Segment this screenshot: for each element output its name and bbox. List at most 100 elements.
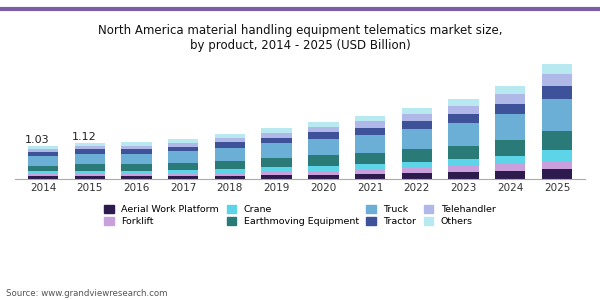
Bar: [28, 172, 58, 174]
Bar: [542, 150, 572, 161]
Bar: [28, 176, 58, 178]
Bar: [355, 116, 385, 122]
Bar: [121, 171, 152, 174]
Bar: [262, 138, 292, 143]
Bar: [448, 99, 479, 106]
Bar: [121, 154, 152, 164]
Bar: [74, 146, 105, 149]
Bar: [448, 146, 479, 159]
Bar: [448, 123, 479, 146]
Bar: [74, 149, 105, 154]
Bar: [308, 122, 338, 127]
Bar: [308, 155, 338, 166]
Legend: Aerial Work Platform, Forklift, Crane, Earthmoving Equipment, Truck, Tractor, Te: Aerial Work Platform, Forklift, Crane, E…: [104, 205, 496, 226]
Bar: [74, 174, 105, 176]
Bar: [401, 168, 432, 173]
Bar: [121, 164, 152, 171]
Bar: [401, 162, 432, 168]
Bar: [495, 164, 526, 171]
Bar: [308, 171, 338, 175]
Bar: [401, 129, 432, 149]
Bar: [355, 128, 385, 135]
Title: North America material handling equipment telematics market size,
by product, 20: North America material handling equipmen…: [98, 24, 502, 52]
Bar: [168, 163, 199, 170]
Bar: [215, 134, 245, 138]
Bar: [542, 86, 572, 99]
Bar: [262, 172, 292, 175]
Bar: [495, 114, 526, 140]
Bar: [262, 128, 292, 133]
Bar: [168, 176, 199, 178]
Bar: [74, 164, 105, 170]
Bar: [495, 94, 526, 104]
Bar: [121, 149, 152, 154]
Bar: [542, 99, 572, 131]
Text: 1.03: 1.03: [25, 135, 50, 145]
Bar: [121, 174, 152, 176]
Bar: [308, 132, 338, 139]
Bar: [262, 175, 292, 178]
Bar: [308, 175, 338, 178]
Bar: [262, 158, 292, 167]
Bar: [355, 153, 385, 164]
Bar: [215, 148, 245, 161]
Bar: [74, 170, 105, 174]
Bar: [262, 133, 292, 138]
Bar: [448, 167, 479, 172]
Bar: [495, 155, 526, 164]
Bar: [355, 135, 385, 153]
Bar: [542, 74, 572, 86]
Bar: [401, 149, 432, 162]
Bar: [542, 64, 572, 74]
Bar: [74, 154, 105, 164]
Bar: [401, 122, 432, 129]
Bar: [542, 131, 572, 150]
Bar: [448, 172, 479, 178]
Bar: [168, 143, 199, 147]
Bar: [355, 170, 385, 174]
Bar: [495, 86, 526, 94]
Bar: [28, 152, 58, 156]
Bar: [448, 114, 479, 123]
Bar: [355, 174, 385, 178]
Bar: [308, 139, 338, 155]
Bar: [168, 147, 199, 152]
Bar: [448, 159, 479, 167]
Bar: [495, 140, 526, 155]
Bar: [355, 122, 385, 128]
Bar: [542, 169, 572, 178]
Bar: [215, 169, 245, 173]
Bar: [542, 161, 572, 169]
Bar: [28, 149, 58, 152]
Bar: [168, 170, 199, 173]
Bar: [355, 164, 385, 170]
Bar: [168, 152, 199, 163]
Bar: [215, 161, 245, 169]
Bar: [262, 167, 292, 172]
Bar: [168, 173, 199, 176]
Bar: [28, 166, 58, 172]
Bar: [215, 142, 245, 148]
Bar: [215, 176, 245, 178]
Bar: [121, 146, 152, 149]
Bar: [308, 127, 338, 132]
Bar: [401, 108, 432, 114]
Bar: [74, 176, 105, 178]
Bar: [121, 142, 152, 146]
Text: 1.12: 1.12: [72, 132, 97, 142]
Bar: [28, 156, 58, 166]
Bar: [308, 166, 338, 171]
Bar: [121, 176, 152, 178]
Bar: [215, 173, 245, 175]
Bar: [28, 174, 58, 176]
Bar: [215, 138, 245, 142]
Bar: [448, 106, 479, 114]
Text: Source: www.grandviewresearch.com: Source: www.grandviewresearch.com: [6, 290, 167, 298]
Bar: [28, 146, 58, 149]
Bar: [401, 173, 432, 178]
Bar: [74, 143, 105, 146]
Bar: [168, 139, 199, 143]
Bar: [401, 114, 432, 122]
Bar: [262, 143, 292, 158]
Bar: [495, 171, 526, 178]
